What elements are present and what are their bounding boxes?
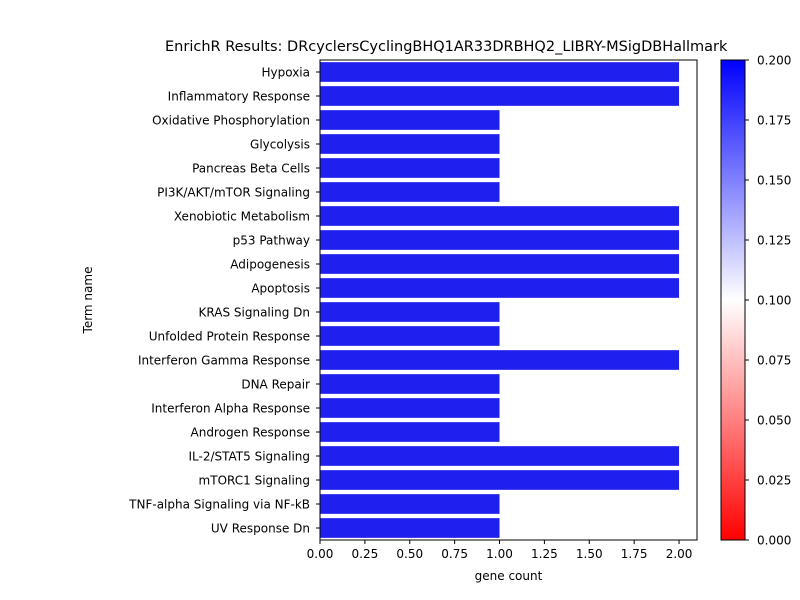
x-tick-label: 1.25 xyxy=(531,547,558,561)
x-tick-label: 0.00 xyxy=(307,547,334,561)
colorbar-tick-label: 0.175 xyxy=(757,114,791,128)
x-tick-label: 1.50 xyxy=(576,547,603,561)
y-tick-label: Adipogenesis xyxy=(230,258,310,272)
y-tick-label: DNA Repair xyxy=(241,378,310,392)
bar xyxy=(320,278,680,298)
x-tick-label: 1.00 xyxy=(486,547,513,561)
bar xyxy=(320,134,500,154)
colorbar-tick-label: 0.200 xyxy=(757,54,791,68)
y-tick-label: Unfolded Protein Response xyxy=(149,330,310,344)
y-tick-label: TNF-alpha Signaling via NF-kB xyxy=(128,498,310,512)
bar xyxy=(320,254,680,274)
bar xyxy=(320,326,500,346)
x-tick-label: 2.00 xyxy=(666,547,693,561)
colorbar-tick-label: 0.075 xyxy=(757,354,791,368)
y-tick-label: Hypoxia xyxy=(261,66,310,80)
bar xyxy=(320,446,680,466)
colorbar-tick-label: 0.125 xyxy=(757,234,791,248)
chart-title: EnrichR Results: DRcyclersCyclingBHQ1AR3… xyxy=(165,39,728,55)
x-tick-label: 0.25 xyxy=(352,547,379,561)
colorbar-tick-label: 0.025 xyxy=(757,474,791,488)
bar xyxy=(320,302,500,322)
bar xyxy=(320,350,680,370)
y-tick-label: Glycolysis xyxy=(250,138,310,152)
y-tick-label: UV Response Dn xyxy=(211,522,310,536)
y-tick-label: IL-2/STAT5 Signaling xyxy=(188,450,310,464)
x-axis-label: gene count xyxy=(475,569,543,583)
y-tick-label: Apoptosis xyxy=(251,282,310,296)
x-tick-label: 1.75 xyxy=(621,547,648,561)
y-tick-label: Androgen Response xyxy=(191,426,311,440)
colorbar-tick-labels: 0.000 0.025 0.050 0.075 0.100 0.125 0.150 0.175… xyxy=(745,54,791,548)
bar xyxy=(320,182,500,202)
bar xyxy=(320,110,500,130)
colorbar-tick-label: 0.050 xyxy=(757,414,791,428)
bar xyxy=(320,86,680,106)
y-tick-label: Inflammatory Response xyxy=(168,90,310,104)
bar xyxy=(320,398,500,418)
y-tick-label: Oxidative Phosphorylation xyxy=(152,114,310,128)
colorbar xyxy=(720,59,746,541)
y-tick-label: KRAS Signaling Dn xyxy=(199,306,310,320)
y-tick-label: p53 Pathway xyxy=(233,234,310,248)
bar xyxy=(320,158,500,178)
y-tick-label: Pancreas Beta Cells xyxy=(192,162,310,176)
y-tick-label: mTORC1 Signaling xyxy=(199,474,310,488)
bar xyxy=(320,62,680,82)
x-tick-label: 0.50 xyxy=(396,547,423,561)
bar xyxy=(320,422,500,442)
y-tick-label: PI3K/AKT/mTOR Signaling xyxy=(157,186,310,200)
bar xyxy=(320,518,500,538)
x-tick-label: 0.75 xyxy=(441,547,468,561)
colorbar-tick-label: 0.150 xyxy=(757,174,791,188)
bar xyxy=(320,206,680,226)
y-tick-labels: Hypoxia Inflammatory Response Oxidative Ph… xyxy=(128,66,320,536)
bars-group xyxy=(320,62,680,538)
colorbar-tick-label: 0.100 xyxy=(757,294,791,308)
bar xyxy=(320,494,500,514)
x-tick-labels: 0.00 0.25 0.50 0.75 1.00 1.25 1.50 1.75 2.00 xyxy=(307,540,693,561)
plot-frame xyxy=(319,59,698,541)
colorbar-tick-label: 0.000 xyxy=(757,534,791,548)
bar xyxy=(320,230,680,250)
y-tick-label: Interferon Gamma Response xyxy=(138,354,310,368)
y-tick-label: Xenobiotic Metabolism xyxy=(174,210,310,224)
y-axis-label: Term name xyxy=(81,267,95,335)
bar xyxy=(320,470,680,490)
y-tick-label: Interferon Alpha Response xyxy=(151,402,310,416)
bar xyxy=(320,374,500,394)
